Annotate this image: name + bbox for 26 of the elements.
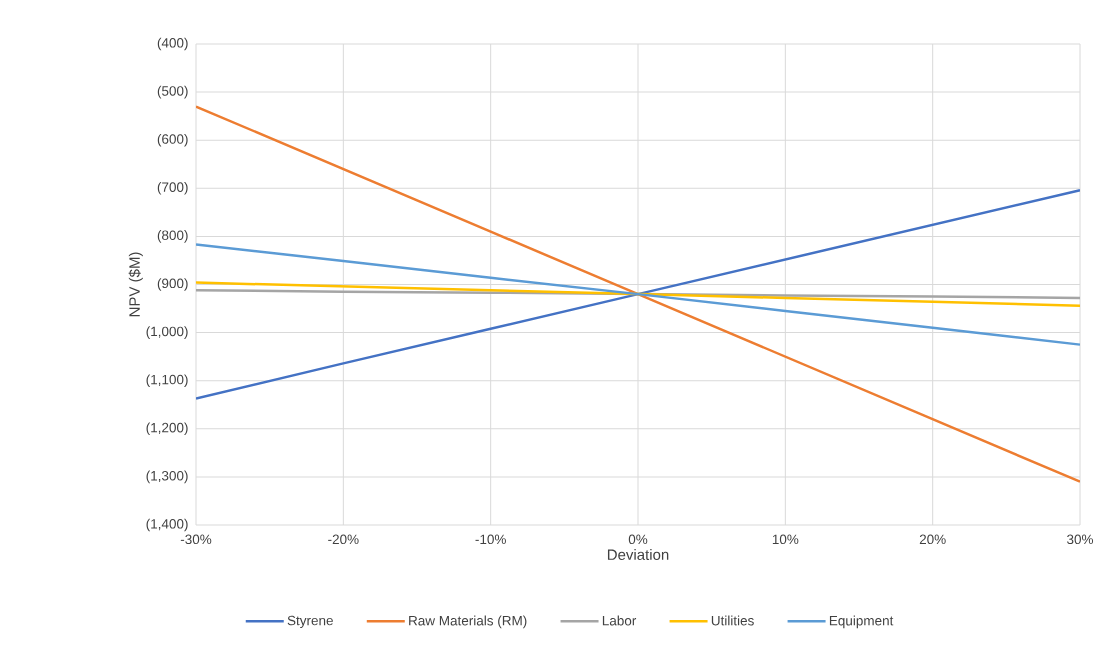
y-tick-label: (900): [157, 278, 188, 291]
x-tick-label: 20%: [919, 534, 946, 545]
x-axis-title: Deviation: [607, 548, 669, 560]
y-tick-label: (700): [157, 182, 188, 195]
y-axis-title: NPV ($M): [128, 252, 143, 317]
y-tick-label: (1,000): [146, 326, 188, 339]
legend-label: Styrene: [287, 615, 333, 628]
x-tick-label: -20%: [328, 534, 359, 545]
legend-label: Labor: [602, 615, 637, 626]
x-tick-label: 0%: [628, 534, 648, 545]
y-tick-label: (500): [157, 85, 188, 99]
line-series: [196, 243, 1081, 346]
y-tick-label: (1,300): [146, 470, 188, 484]
x-tick-label: 30%: [1067, 534, 1094, 545]
x-tick-label: -30%: [180, 534, 212, 545]
y-tick-label: (800): [157, 230, 188, 243]
x-tick-label: -10%: [475, 534, 506, 545]
x-tick-label: 10%: [772, 534, 799, 545]
y-tick-label: (400): [157, 37, 188, 51]
legend-label: Equipment: [829, 615, 894, 629]
legend-label: Utilities: [711, 615, 754, 626]
legend-label: Raw Materials (RM): [409, 615, 527, 629]
y-tick-label: (1,100): [146, 374, 188, 387]
y-tick-label: (600): [157, 133, 188, 147]
y-tick-label: (1,200): [146, 422, 188, 436]
y-tick-label: (1,400): [146, 518, 188, 532]
